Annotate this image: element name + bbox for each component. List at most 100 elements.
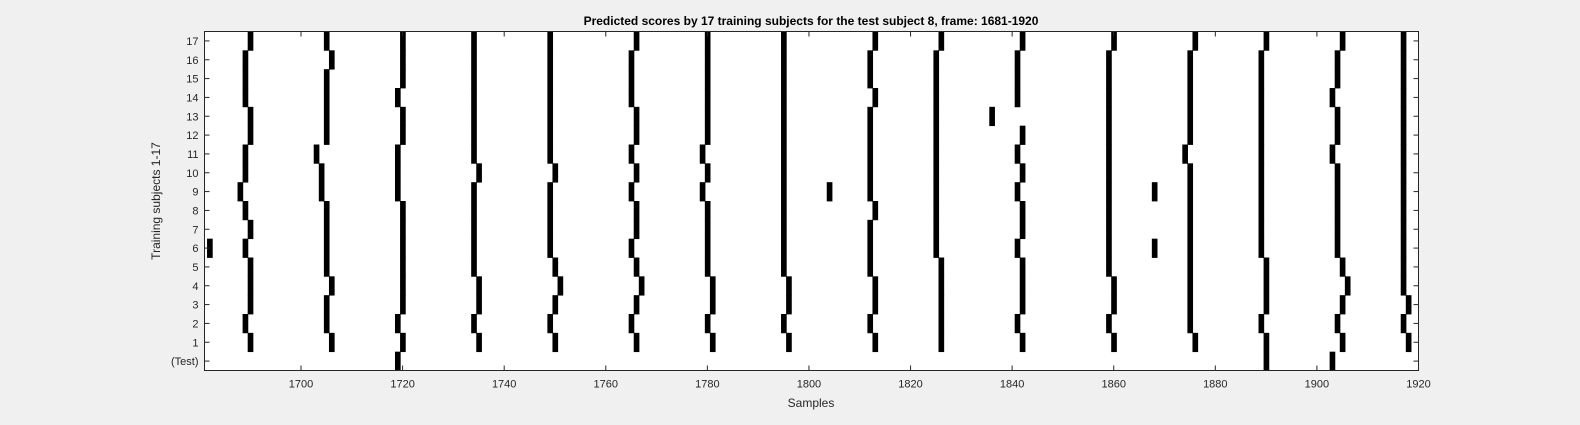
heatmap-cell	[400, 332, 406, 353]
heatmap-cell	[781, 219, 787, 240]
heatmap-cell	[867, 144, 874, 164]
y-tick-label: 12	[186, 130, 198, 142]
heatmap-cell	[242, 314, 249, 334]
heatmap-cell	[328, 332, 335, 353]
heatmap-cell	[781, 88, 787, 108]
heatmap-cell	[933, 88, 940, 108]
heatmap-cell	[704, 163, 711, 183]
heatmap-cell	[786, 295, 792, 315]
heatmap-cell	[781, 31, 787, 51]
y-tick-label: 5	[192, 262, 198, 274]
heatmap-cell	[633, 257, 640, 277]
heatmap-cell	[1258, 144, 1265, 164]
heatmap-cell	[867, 50, 874, 70]
heatmap-cell	[1106, 238, 1112, 258]
heatmap-cell	[867, 125, 874, 145]
heatmap-cell	[633, 295, 640, 315]
plot-frame	[204, 31, 1419, 371]
heatmap-cell	[400, 125, 406, 145]
axis-ticks: 1700 1720 1740 1760 1780 1800 1820 1840 1860 1880…	[171, 31, 1431, 391]
heatmap-cell	[1014, 69, 1021, 89]
heatmap-cell	[471, 50, 477, 70]
heatmap-cell	[704, 106, 711, 127]
heatmap-cell	[247, 125, 254, 145]
heatmap-cell	[1019, 257, 1026, 277]
heatmap-cell	[781, 144, 787, 164]
heatmap-cell	[323, 257, 330, 277]
heatmap-cell	[323, 125, 330, 145]
heatmap-cell	[933, 238, 940, 258]
heatmap-cell	[872, 276, 879, 296]
heatmap-cell	[867, 69, 874, 89]
heatmap-cell	[242, 144, 249, 164]
heatmap-cell	[1111, 332, 1117, 353]
y-tick-label: 6	[192, 243, 198, 255]
x-tick-label: 1840	[1000, 379, 1024, 391]
heatmap-cell	[633, 201, 640, 221]
heatmap-cell	[471, 88, 477, 108]
heatmap-cell	[989, 106, 995, 127]
heatmap-cell	[323, 106, 330, 127]
x-tick-label: 1860	[1101, 379, 1125, 391]
heatmap-cell	[699, 144, 706, 164]
heatmap-cell	[628, 50, 635, 70]
heatmap-cell	[1187, 163, 1194, 183]
heatmap-cell	[1263, 295, 1270, 315]
heatmap-cell	[1344, 276, 1351, 296]
heatmap-cell	[867, 314, 874, 334]
heatmap-cell	[628, 144, 635, 164]
heatmap-cell	[1339, 31, 1346, 51]
heatmap-cell	[933, 219, 940, 240]
heatmap-cell	[323, 238, 330, 258]
heatmap-cell	[247, 257, 254, 277]
heatmap-cell	[704, 219, 711, 240]
heatmap-cell	[933, 163, 940, 183]
heatmap-cell	[1014, 238, 1021, 258]
heatmap-cell	[242, 163, 249, 183]
heatmap-cell	[704, 125, 711, 145]
heatmap-cell	[471, 69, 477, 89]
heatmap-cell	[633, 163, 640, 183]
heatmap-cell	[394, 182, 401, 202]
heatmap-cell	[471, 238, 477, 258]
heatmap-cell	[933, 50, 940, 70]
heatmap-cell	[704, 88, 711, 108]
heatmap-cell	[323, 295, 330, 315]
heatmap-cell	[400, 201, 406, 221]
heatmap-cell	[400, 238, 406, 258]
heatmap-cell	[476, 163, 482, 183]
heatmap-cell	[1339, 257, 1346, 277]
heatmap-cell	[1405, 295, 1412, 315]
heatmap-cell	[471, 144, 477, 164]
heatmap-cell	[1019, 125, 1026, 145]
heatmap-cell	[638, 276, 645, 296]
heatmap-cell	[781, 238, 787, 258]
heatmap-cell	[1334, 163, 1341, 183]
heatmap-cell	[547, 50, 554, 70]
heatmap-cell	[781, 50, 787, 70]
heatmap-cell	[471, 257, 477, 277]
heatmap-cell	[1400, 314, 1407, 334]
heatmap-cell	[1014, 182, 1021, 202]
heatmap-cell	[1258, 50, 1265, 70]
heatmap-cell	[400, 295, 406, 315]
x-tick-label: 1900	[1305, 379, 1329, 391]
heatmap-cell	[247, 276, 254, 296]
heatmap-cell	[1106, 314, 1112, 334]
heatmap-cell	[1014, 144, 1021, 164]
heatmap-cell	[323, 201, 330, 221]
heatmap-cell	[242, 50, 249, 70]
heatmap-cell	[328, 50, 335, 70]
heatmap-cell	[1187, 69, 1194, 89]
heatmap-cell	[933, 201, 940, 221]
heatmap-cell	[552, 295, 559, 315]
heatmap-cell	[938, 257, 945, 277]
heatmap-cell	[1400, 144, 1407, 164]
heatmap-cell	[704, 31, 711, 51]
heatmap-cell	[1111, 295, 1117, 315]
heatmap-cell	[547, 69, 554, 89]
heatmap-cell	[552, 163, 559, 183]
heatmap-cell	[1187, 125, 1194, 145]
heatmap-cell	[781, 69, 787, 89]
